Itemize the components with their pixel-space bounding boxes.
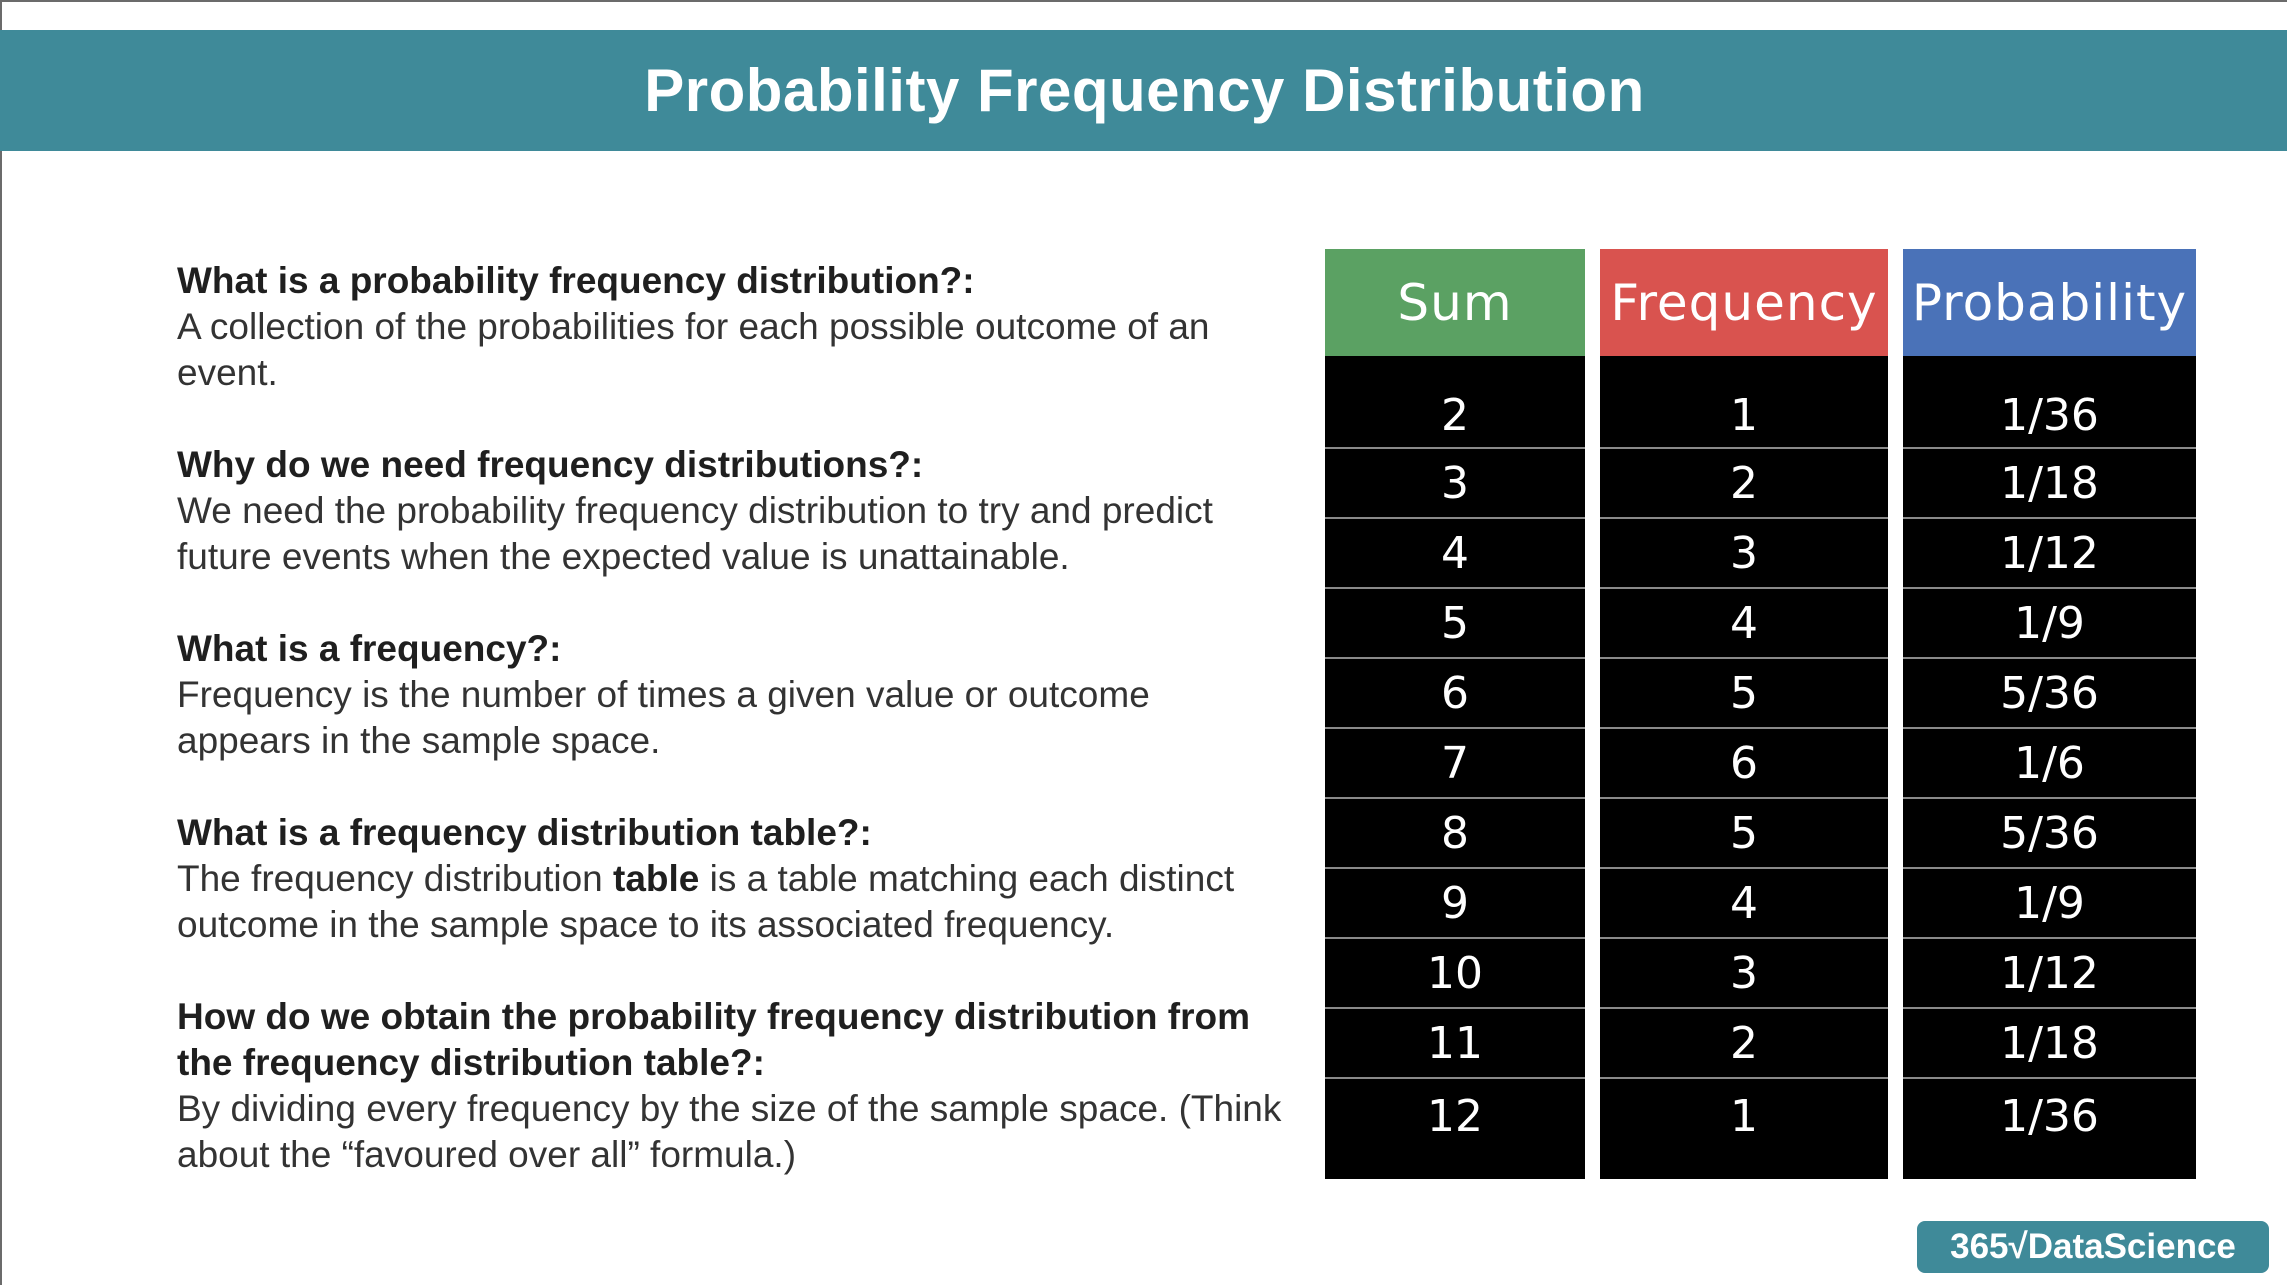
frequency-cell: 5 xyxy=(1600,799,1888,869)
frequency-cell: 1 xyxy=(1600,356,1888,449)
answer-emphasis: table xyxy=(613,858,700,899)
frequency-cell: 3 xyxy=(1600,939,1888,1009)
sum-column: Sum 2 3 4 5 6 7 8 9 10 11 12 xyxy=(1325,249,1585,1179)
answer-text: is a table matching each distinct outcom… xyxy=(177,858,1235,945)
probability-cell: 1/36 xyxy=(2000,1091,2099,1142)
sum-cell: 10 xyxy=(1325,939,1585,1009)
qa-item: What is a frequency distribution table?:… xyxy=(177,810,1287,948)
frequency-cell: 5 xyxy=(1600,659,1888,729)
sum-cell: 8 xyxy=(1325,799,1585,869)
question: What is a frequency distribution table?: xyxy=(177,812,872,853)
probability-cell: 5/36 xyxy=(1903,659,2196,729)
sum-cell: 12 xyxy=(1427,1091,1483,1142)
sum-column-body: 2 3 4 5 6 7 8 9 10 11 12 xyxy=(1325,356,1585,1179)
answer: The frequency distribution table is a ta… xyxy=(177,856,1287,948)
probability-column-body: 1/36 1/18 1/12 1/9 5/36 1/6 5/36 1/9 1/12 1/18 1/3… xyxy=(1903,356,2196,1179)
brand-logo: 365√DataScience xyxy=(1917,1221,2269,1273)
sum-cell: 4 xyxy=(1325,519,1585,589)
sum-cell: 11 xyxy=(1325,1009,1585,1079)
probability-header: Probability xyxy=(1903,249,2196,356)
probability-cell: 1/9 xyxy=(1903,869,2196,939)
probability-cell: 1/6 xyxy=(1903,729,2196,799)
probability-cell: 1/18 xyxy=(1903,449,2196,519)
frequency-cell: 4 xyxy=(1600,589,1888,659)
frequency-cell: 4 xyxy=(1600,869,1888,939)
qa-section: What is a probability frequency distribu… xyxy=(177,258,1287,1224)
qa-item: What is a probability frequency distribu… xyxy=(177,258,1287,396)
sum-header: Sum xyxy=(1325,249,1585,356)
answer: We need the probability frequency distri… xyxy=(177,490,1213,577)
sum-cell: 6 xyxy=(1325,659,1585,729)
qa-item: What is a frequency?: Frequency is the n… xyxy=(177,626,1287,764)
answer-text: The frequency distribution xyxy=(177,858,614,899)
question: What is a probability frequency distribu… xyxy=(177,260,975,301)
probability-cell: 1/12 xyxy=(1903,939,2196,1009)
question: Why do we need frequency distributions?: xyxy=(177,444,924,485)
answer: Frequency is the number of times a given… xyxy=(177,674,1150,761)
probability-cell: 1/12 xyxy=(1903,519,2196,589)
probability-cell: 1/36 xyxy=(1903,356,2196,449)
sum-cell: 2 xyxy=(1325,356,1585,449)
frequency-cell: 2 xyxy=(1600,1009,1888,1079)
frequency-header: Frequency xyxy=(1600,249,1888,356)
title-bar: Probability Frequency Distribution xyxy=(0,30,2287,151)
answer: A collection of the probabilities for ea… xyxy=(177,306,1210,393)
sum-cell: 3 xyxy=(1325,449,1585,519)
frequency-cell: 1 xyxy=(1730,1091,1758,1142)
frequency-cell: 6 xyxy=(1600,729,1888,799)
qa-item: How do we obtain the probability frequen… xyxy=(177,994,1287,1178)
question: What is a frequency?: xyxy=(177,628,562,669)
probability-cell: 1/18 xyxy=(1903,1009,2196,1079)
qa-item: Why do we need frequency distributions?:… xyxy=(177,442,1287,580)
question: How do we obtain the probability frequen… xyxy=(177,996,1251,1083)
page-title: Probability Frequency Distribution xyxy=(644,57,1645,124)
answer: By dividing every frequency by the size … xyxy=(177,1088,1282,1175)
sum-cell: 9 xyxy=(1325,869,1585,939)
frequency-cell: 3 xyxy=(1600,519,1888,589)
probability-cell: 5/36 xyxy=(1903,799,2196,869)
frequency-cell: 2 xyxy=(1600,449,1888,519)
sum-cell: 7 xyxy=(1325,729,1585,799)
sum-cell: 5 xyxy=(1325,589,1585,659)
probability-column: Probability 1/36 1/18 1/12 1/9 5/36 1/6 5/36 1/… xyxy=(1903,249,2196,1179)
probability-cell: 1/9 xyxy=(1903,589,2196,659)
